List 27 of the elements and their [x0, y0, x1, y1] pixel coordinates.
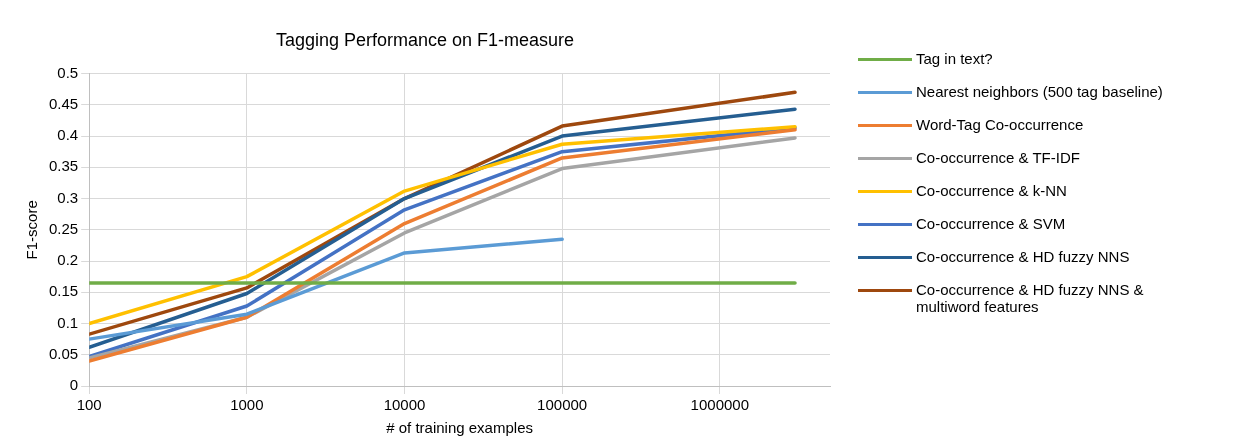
y-tick-label: 0.1	[57, 313, 79, 331]
x-tick-label: 10000	[383, 396, 426, 414]
y-tick-label: 0.35	[48, 157, 79, 175]
y-tick-label: 0.15	[48, 282, 79, 300]
legend-label: Nearest neighbors (500 tag baseline)	[916, 83, 1163, 100]
chart-title: Tagging Performance on F1-measure	[275, 29, 575, 50]
y-tick-label: 0	[69, 376, 79, 394]
y-tick-label: 0.5	[57, 63, 79, 81]
y-tick-label: 0.3	[57, 188, 79, 206]
legend-label: Tag in text?	[916, 50, 993, 67]
legend-label: Co-occurrence & TF-IDF	[916, 149, 1080, 166]
y-tick-label: 0.25	[48, 219, 79, 237]
legend-label: Co-occurrence & SVM	[916, 215, 1066, 232]
y-tick-label: 0.2	[57, 251, 79, 269]
legend-label: Word-Tag Co-occurrence	[916, 116, 1084, 133]
y-tick-label: 0.45	[48, 94, 79, 112]
y-tick-label: 0.4	[57, 126, 79, 144]
y-axis-title: F1-score	[23, 200, 41, 260]
x-axis-title: # of training examples	[386, 419, 533, 437]
y-tick-label: 0.05	[48, 344, 79, 362]
x-tick-label: 100	[76, 396, 102, 414]
legend-label: Co-occurrence & HD fuzzy NNS & multiword features	[916, 281, 1145, 315]
x-tick-label: 1000	[230, 396, 264, 414]
x-tick-label: 1000000	[690, 396, 750, 414]
legend-label: Co-occurrence & k-NN	[916, 182, 1067, 199]
x-tick-label: 100000	[537, 396, 588, 414]
legend-label: Co-occurrence & HD fuzzy NNS	[916, 248, 1130, 265]
